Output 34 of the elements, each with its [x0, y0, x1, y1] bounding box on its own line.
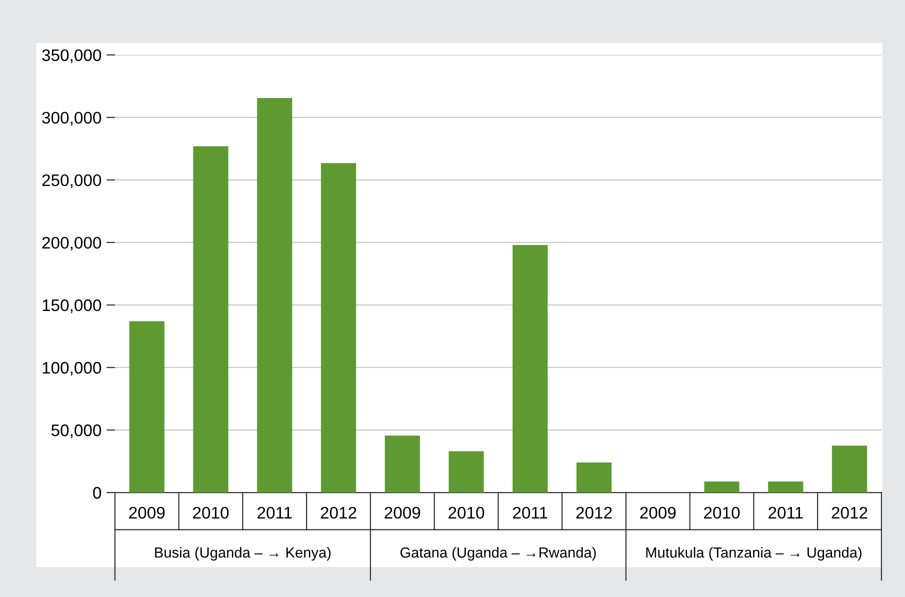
x-tick-label: 2011	[258, 506, 292, 519]
bar	[193, 146, 228, 493]
y-tick-label: 150,000	[42, 299, 102, 314]
y-tick-label: 100,000	[42, 362, 102, 376]
x-tick-label: 2011	[768, 506, 803, 519]
x-tick-label: 2010	[704, 506, 740, 519]
y-tick-label: 250,000	[42, 174, 102, 188]
y-tick-label: 200,000	[42, 236, 102, 251]
bar	[768, 482, 804, 493]
bar	[512, 244, 548, 493]
bar	[832, 446, 868, 493]
x-tick-label: 2009	[640, 506, 676, 519]
x-tick-label: 2009	[384, 506, 420, 519]
y-tick-label: 300,000	[42, 112, 102, 126]
x-tick-label: 2009	[129, 506, 165, 519]
x-tick-label: 2011	[513, 506, 548, 519]
bar	[448, 451, 484, 493]
bar	[384, 436, 420, 493]
y-tick-label: 350,000	[42, 49, 102, 64]
x-tick-label: 2010	[193, 506, 229, 519]
x-tick-label: 2012	[832, 506, 868, 519]
bar	[257, 98, 292, 493]
bar	[576, 462, 612, 493]
text: Mutukula (Tanzania – → Uganda)	[646, 546, 862, 561]
y-tick-label: 50,000	[51, 424, 102, 438]
y-tick-label: 0	[93, 486, 102, 499]
bar	[320, 163, 356, 493]
x-tick-label: 2012	[576, 506, 612, 519]
text: Busia (Uganda – → Kenya)	[155, 546, 331, 561]
text: Gatana (Uganda – →Rwanda)	[400, 546, 596, 561]
x-tick-label: 2012	[320, 506, 356, 519]
x-tick-label: 2010	[448, 506, 484, 519]
bar	[704, 482, 740, 493]
bar	[129, 321, 164, 493]
